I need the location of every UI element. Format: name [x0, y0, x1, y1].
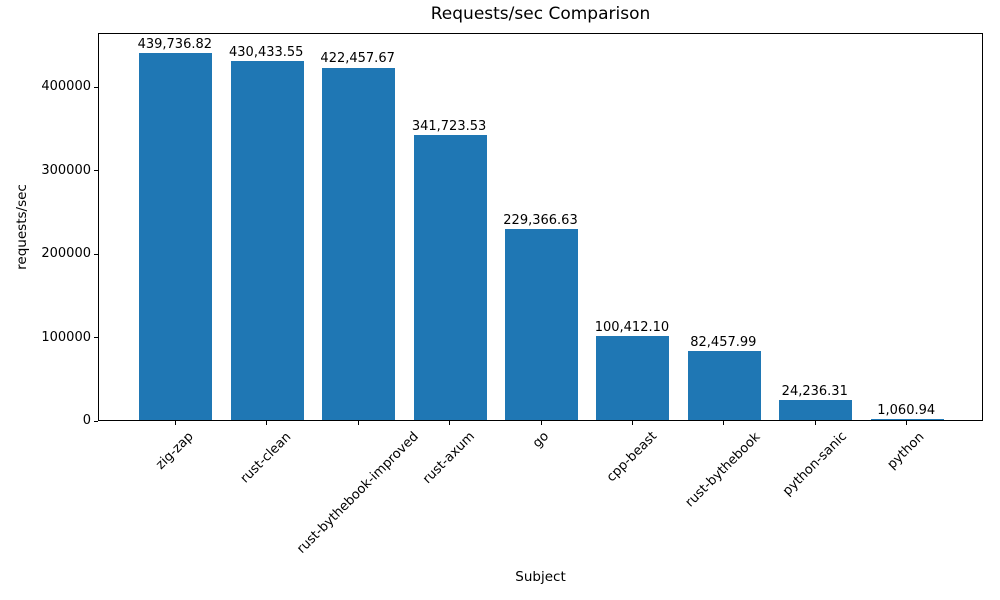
y-tick-label: 0	[82, 413, 91, 428]
bar-value-label: 82,457.99	[690, 335, 757, 351]
x-tick-mark	[540, 421, 542, 425]
bar-value-label: 229,366.63	[503, 212, 578, 228]
bar	[139, 53, 213, 420]
x-tick-mark	[723, 421, 725, 425]
bar	[779, 399, 853, 420]
bar	[870, 418, 944, 420]
y-tick-mark	[94, 86, 98, 88]
bar-value-label: 422,457.67	[320, 51, 395, 67]
y-tick-label: 200000	[41, 246, 91, 262]
x-tick-mark	[449, 421, 451, 425]
plot-area	[98, 33, 983, 421]
y-tick-mark	[94, 337, 98, 339]
y-tick-mark	[94, 420, 98, 422]
bar	[230, 60, 304, 420]
x-tick-label: cpp-beast	[603, 429, 661, 486]
bar-value-label: 24,236.31	[781, 383, 848, 399]
bar-value-label: 1,060.94	[877, 402, 936, 418]
y-tick-label: 400000	[41, 79, 91, 95]
x-tick-label: rust-bythebook	[682, 429, 764, 511]
x-axis-label: Subject	[515, 569, 566, 585]
y-tick-label: 100000	[41, 329, 91, 345]
bar-value-label: 439,736.82	[137, 37, 213, 53]
bar-value-label: 341,723.53	[411, 118, 487, 134]
x-tick-mark	[631, 421, 633, 425]
bar-value-label: 430,433.55	[229, 44, 304, 60]
x-tick-mark	[906, 421, 908, 425]
x-tick-mark	[266, 421, 268, 425]
bar-value-label: 100,412.10	[594, 320, 670, 336]
x-tick-mark	[174, 421, 176, 425]
x-tick-label: python-sanic	[779, 429, 850, 500]
x-tick-label: python	[884, 429, 928, 473]
x-tick-label: rust-axum	[420, 429, 478, 488]
x-tick-label: go	[529, 429, 552, 452]
bar	[504, 228, 579, 420]
x-tick-mark	[814, 421, 816, 425]
x-tick-label: zig-zap	[153, 429, 197, 473]
x-tick-label: rust-bythebook-improved	[293, 429, 422, 557]
x-tick-mark	[357, 421, 359, 425]
y-tick-label: 300000	[41, 162, 91, 178]
x-tick-label: rust-clean	[237, 429, 295, 487]
chart-title: Requests/sec Comparison	[430, 4, 651, 24]
bar	[687, 351, 761, 420]
y-tick-mark	[94, 253, 98, 255]
bar	[413, 134, 487, 420]
bar	[596, 336, 670, 420]
bar	[322, 67, 396, 420]
y-tick-mark	[94, 170, 98, 172]
